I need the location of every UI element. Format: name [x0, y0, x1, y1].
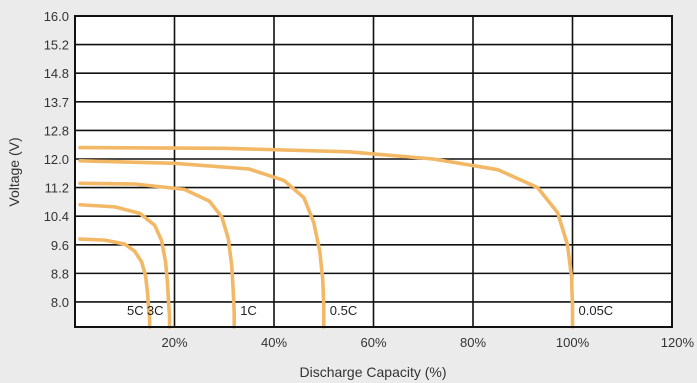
y-tick-label: 16.0 [44, 9, 69, 24]
series-line-5C [78, 237, 152, 329]
series-label-1C: 1C [240, 303, 257, 318]
y-tick-label: 8.8 [51, 266, 69, 281]
series-label-5C: 5C [127, 303, 144, 318]
x-tick-label: 80% [460, 335, 486, 350]
y-axis-label: Voltage (V) [6, 137, 22, 206]
y-tick-label: 11.2 [45, 181, 69, 196]
series-line-1C [78, 181, 236, 329]
series-label-0.5C: 0.5C [330, 303, 357, 318]
series-line-3C [78, 202, 172, 329]
y-tick-label: 13.7 [44, 95, 69, 110]
plot-frame [74, 15, 673, 328]
x-tick-label: 40% [261, 335, 287, 350]
series-lines [78, 145, 575, 329]
y-tick-label: 15.2 [44, 38, 69, 53]
x-tick-labels: 20% 40% 60% 80% 100% 120% [161, 335, 694, 350]
x-axis-label: Discharge Capacity (%) [299, 364, 446, 380]
x-tick-label: 120% [661, 335, 695, 350]
x-tick-label: 60% [360, 335, 386, 350]
series-label-3C: 3C [147, 303, 164, 318]
y-tick-label: 12.8 [44, 123, 69, 138]
series-labels: 5C 3C 1C 0.5C 0.05C [127, 303, 613, 318]
y-tick-labels: 16.0 15.2 14.8 13.7 12.8 12.0 11.2 10.4 9.6 8.8 8.… [44, 9, 69, 310]
x-tick-label: 20% [161, 335, 187, 350]
series-label-0.05C: 0.05C [579, 303, 614, 318]
y-tick-label: 14.8 [44, 66, 69, 81]
y-tick-label: 12.0 [44, 152, 69, 167]
x-tick-label: 100% [556, 335, 590, 350]
y-tick-label: 9.6 [51, 238, 69, 253]
series-line-0.05C [78, 145, 575, 329]
y-tick-label: 8.0 [51, 295, 69, 310]
series-line-0.5C [78, 158, 326, 329]
y-tick-label: 10.4 [44, 209, 69, 224]
